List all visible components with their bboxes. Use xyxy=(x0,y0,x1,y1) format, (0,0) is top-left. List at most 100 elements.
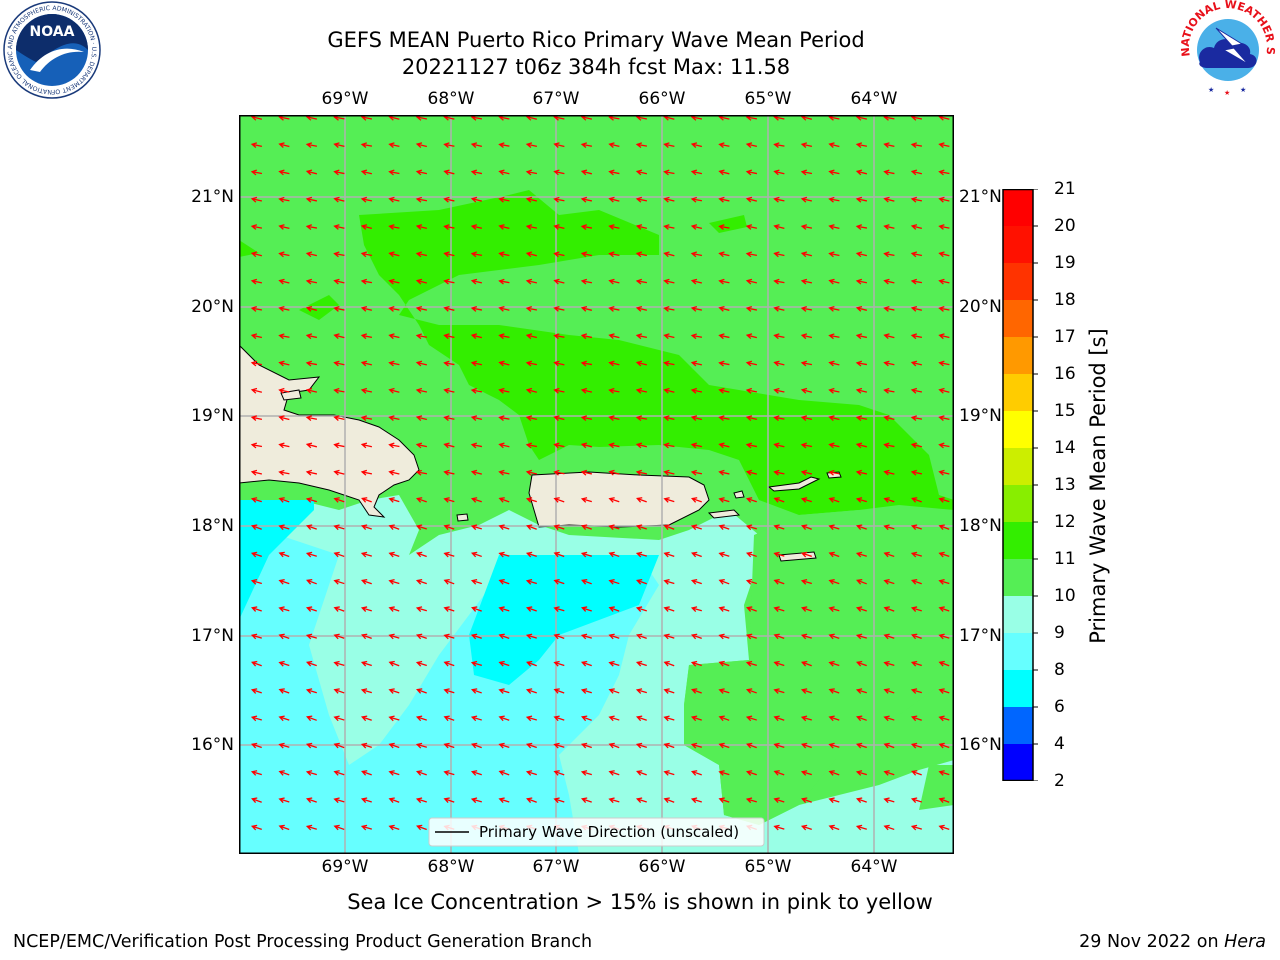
colorbar-tick-label: 18 xyxy=(1054,290,1076,310)
wave-direction-arrow xyxy=(278,469,290,476)
wave-direction-arrow xyxy=(498,633,510,640)
colorbar-swatch xyxy=(1003,744,1033,781)
lat-label-left: 16°N xyxy=(191,735,234,755)
wave-direction-arrow xyxy=(855,333,868,340)
wave-direction-arrow xyxy=(250,688,262,694)
wave-direction-arrow xyxy=(800,606,812,612)
wave-direction-arrow xyxy=(498,251,510,258)
wave-direction-arrow xyxy=(553,278,565,285)
wave-direction-arrow xyxy=(745,251,758,258)
wave-direction-arrow xyxy=(718,524,730,531)
wave-direction-arrow xyxy=(470,797,482,804)
wave-direction-arrow xyxy=(773,196,785,203)
wave-direction-arrow xyxy=(443,469,455,476)
wave-direction-arrow xyxy=(718,469,730,476)
wave-direction-arrow xyxy=(883,196,895,203)
wave-direction-arrow xyxy=(910,142,923,149)
wave-direction-arrow xyxy=(498,306,510,312)
wave-direction-arrow xyxy=(828,196,840,203)
wave-direction-arrow xyxy=(553,660,565,667)
wave-direction-arrow xyxy=(580,305,593,312)
wave-direction-arrow xyxy=(415,442,428,449)
wave-direction-arrow xyxy=(773,142,785,149)
wave-direction-arrow xyxy=(250,469,263,476)
wave-direction-arrow xyxy=(415,660,427,667)
wave-direction-arrow xyxy=(938,196,950,203)
colorbar-swatch xyxy=(1003,707,1033,745)
wave-direction-arrow xyxy=(250,169,263,176)
wave-direction-arrow xyxy=(938,606,950,612)
wave-direction-arrow xyxy=(333,524,345,531)
wave-direction-arrow xyxy=(663,306,675,312)
wave-direction-arrow xyxy=(525,742,537,749)
colorbar-swatch xyxy=(1003,559,1033,597)
wave-direction-arrow xyxy=(250,551,262,558)
wave-direction-arrow xyxy=(635,660,647,667)
wave-direction-arrow xyxy=(883,633,895,640)
wave-direction-arrow xyxy=(608,333,620,340)
wave-direction-arrow xyxy=(883,660,895,667)
wave-direction-arrow xyxy=(745,196,758,203)
wave-direction-arrow xyxy=(690,715,702,722)
wave-direction-arrow xyxy=(828,606,840,612)
colorbar-swatch xyxy=(1003,300,1033,338)
wave-direction-arrow xyxy=(800,551,812,558)
wave-direction-arrow xyxy=(855,415,868,422)
wave-direction-arrow xyxy=(415,469,428,476)
wave-direction-arrow xyxy=(718,633,730,640)
wave-direction-arrow xyxy=(883,824,895,831)
svg-text:★: ★ xyxy=(1240,86,1246,94)
wave-direction-arrow xyxy=(580,660,592,667)
colorbar-swatch xyxy=(1003,263,1033,301)
wave-direction-arrow xyxy=(553,578,565,585)
wave-direction-arrow xyxy=(773,442,785,449)
wave-direction-arrow xyxy=(333,742,345,749)
wave-direction-arrow xyxy=(800,415,813,422)
wave-direction-arrow xyxy=(360,278,373,285)
wave-direction-arrow xyxy=(800,715,812,722)
wave-direction-arrow xyxy=(883,360,895,367)
wave-direction-arrow xyxy=(828,797,840,804)
lon-label-top: 67°W xyxy=(532,89,580,109)
wave-direction-arrow xyxy=(910,606,922,612)
wave-direction-arrow xyxy=(773,224,785,230)
wave-direction-arrow xyxy=(663,251,675,258)
wave-direction-arrow xyxy=(828,715,840,722)
wave-direction-arrow xyxy=(416,824,427,831)
wave-direction-arrow xyxy=(690,742,702,749)
wave-direction-arrow xyxy=(938,497,950,503)
wave-direction-arrow xyxy=(388,469,400,476)
wave-direction-arrow xyxy=(333,142,345,148)
wave-direction-arrow xyxy=(745,660,757,667)
wave-direction-arrow xyxy=(608,633,620,640)
wave-direction-arrow xyxy=(415,742,427,749)
wave-direction-arrow xyxy=(663,715,675,722)
wave-direction-arrow xyxy=(250,278,263,285)
wave-direction-arrow xyxy=(388,278,400,285)
wave-direction-arrow xyxy=(305,142,318,149)
wave-direction-arrow xyxy=(250,333,263,340)
wave-direction-arrow xyxy=(443,715,455,722)
wave-direction-arrow xyxy=(470,360,483,367)
wave-direction-arrow xyxy=(278,742,290,749)
wave-period-map: Primary Wave Direction (unscaled) xyxy=(239,115,954,854)
wave-direction-arrow xyxy=(828,278,840,285)
wave-direction-arrow xyxy=(855,387,868,394)
wave-direction-arrow xyxy=(553,551,565,558)
wave-direction-arrow xyxy=(251,797,262,803)
wave-direction-arrow xyxy=(305,824,317,831)
wave-direction-arrow xyxy=(360,578,372,585)
wave-direction-arrow xyxy=(388,551,400,558)
wave-direction-arrow xyxy=(773,633,785,640)
wave-direction-arrow xyxy=(470,578,482,585)
wave-direction-arrow xyxy=(498,196,510,203)
wave-direction-arrow xyxy=(718,497,730,503)
wave-direction-arrow xyxy=(910,333,923,340)
wave-direction-arrow xyxy=(608,415,620,421)
wave-direction-arrow xyxy=(278,715,290,722)
colorbar-tick-label: 10 xyxy=(1054,586,1076,606)
wave-direction-arrow xyxy=(636,770,647,776)
wave-direction-arrow xyxy=(745,415,758,421)
colorbar-swatch xyxy=(1003,670,1033,708)
wave-direction-arrow xyxy=(278,196,290,203)
